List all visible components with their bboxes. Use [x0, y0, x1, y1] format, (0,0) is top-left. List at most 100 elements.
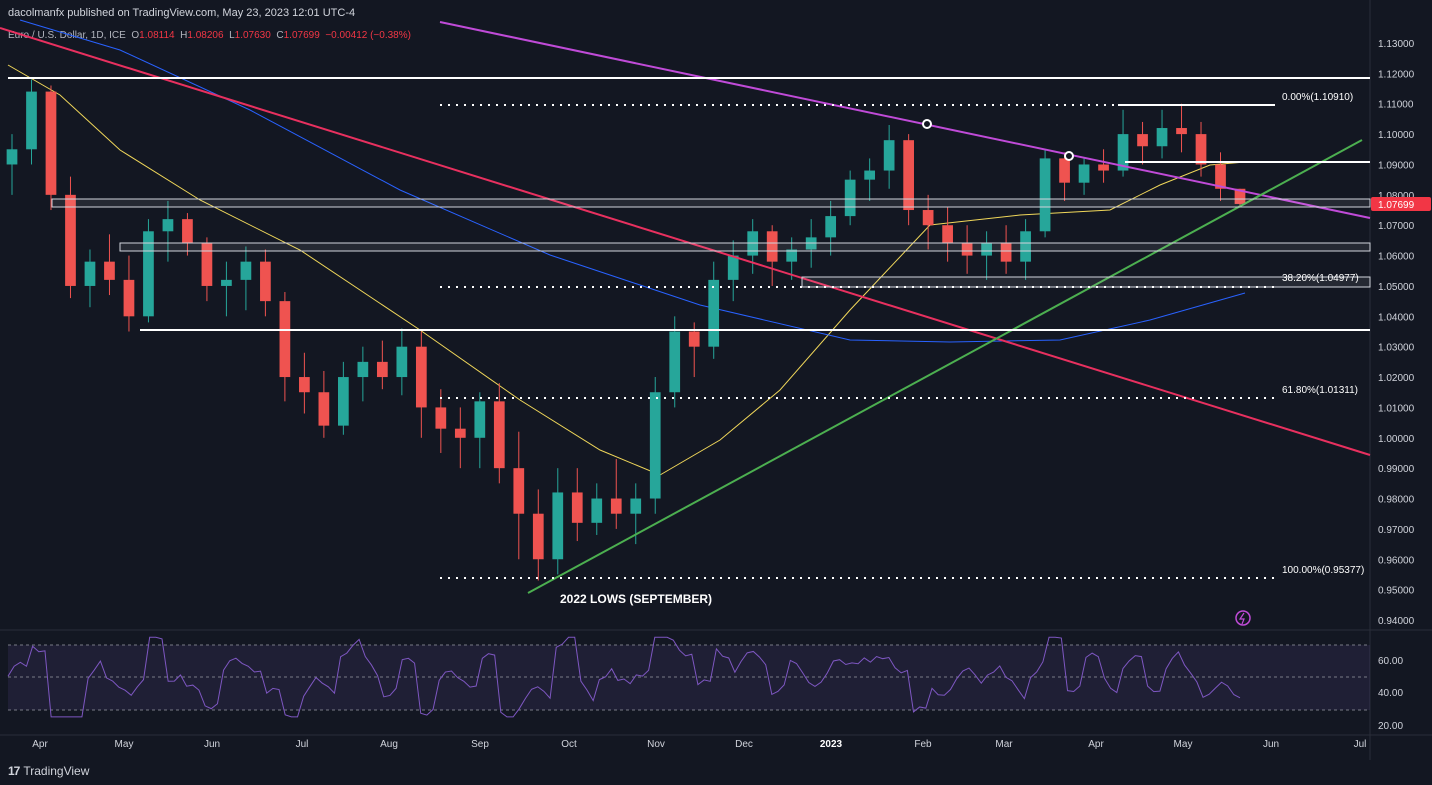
time-tick-label: Jun	[1263, 739, 1279, 750]
green-trendline	[527, 139, 1363, 594]
time-tick-label: Jul	[1354, 739, 1367, 750]
candle-body	[532, 513, 544, 560]
candle-body	[415, 346, 427, 408]
candle-body	[1137, 134, 1148, 147]
price-tick-label: 1.09000	[1378, 160, 1415, 171]
swing-high-marker	[1064, 151, 1074, 161]
candle-body	[376, 361, 388, 378]
candle-body	[357, 361, 369, 378]
price-tick-label: 0.99000	[1378, 464, 1415, 475]
time-tick-label: Jun	[204, 739, 220, 750]
candle-body	[786, 249, 798, 262]
price-tick-label: 1.04000	[1378, 312, 1415, 323]
last-price-badge	[1371, 196, 1431, 211]
change-value: −0.00412 (−0.38%)	[325, 30, 411, 41]
tradingview-logo[interactable]: 17 TradingView	[8, 764, 89, 778]
time-tick-label: Feb	[914, 739, 932, 750]
candle-body	[766, 231, 778, 262]
candle-body	[1117, 134, 1129, 171]
high-value: 1.08206	[187, 30, 224, 41]
lightning-icon	[1235, 610, 1251, 626]
price-tick-label: 1.02000	[1378, 373, 1415, 384]
time-axis[interactable]: Apr May Jun Jul Aug Sep Oct Nov Dec 2023 Feb Mar Apr…	[32, 739, 1366, 750]
close-value: 1.07699	[283, 30, 320, 41]
last-price-label: 1.07699	[1378, 200, 1415, 211]
price-tick-label: 1.05000	[1378, 282, 1415, 293]
open-label: O	[131, 30, 140, 41]
candle-body	[883, 140, 895, 171]
candle-body	[688, 331, 700, 347]
lightning-bolt-icon	[1238, 612, 1245, 625]
time-tick-label: Oct	[561, 739, 577, 750]
candle-body	[6, 149, 18, 165]
candle-body	[45, 91, 57, 195]
sma-200-line	[19, 19, 1246, 343]
price-tick-label: 1.10000	[1378, 130, 1415, 141]
candle-body	[65, 194, 76, 286]
low-value: 1.07630	[234, 30, 271, 41]
price-tick-label: 1.08000	[1378, 191, 1415, 202]
low-label: L	[229, 30, 235, 41]
price-tick-label: 0.95000	[1378, 586, 1415, 597]
time-tick-label: Mar	[995, 739, 1013, 750]
time-tick-label: Apr	[1088, 739, 1104, 750]
publisher-line: dacolmanfx published on TradingView.com,…	[8, 7, 356, 19]
candle-body	[299, 377, 310, 393]
candle-body	[1078, 164, 1090, 183]
candle-body	[318, 392, 330, 426]
annotation-label: 2022 LOWS (SEPTEMBER)	[560, 592, 712, 606]
fib-level-label: 0.00%(1.10910)	[1282, 92, 1353, 103]
candle-body	[961, 243, 973, 256]
candle-body	[630, 498, 642, 514]
tradingview-brand: TradingView	[23, 764, 90, 778]
red-trendline	[0, 27, 1371, 456]
candle-body	[1020, 231, 1031, 262]
time-tick-label: Apr	[32, 739, 48, 750]
candle-body	[942, 225, 953, 244]
close-label: C	[276, 30, 284, 41]
ohlc-legend: Euro / U.S. Dollar, 1D, ICE O1.08114 H1.…	[8, 30, 411, 41]
time-tick-label: 2023	[820, 739, 843, 750]
fib-level-label: 61.80%(1.01311)	[1282, 385, 1358, 396]
candle-body	[1098, 164, 1109, 171]
candle-body	[338, 377, 349, 426]
candle-body	[221, 279, 232, 286]
symbol-name: Euro / U.S. Dollar, 1D, ICE	[8, 30, 126, 41]
sma-50-line	[7, 64, 1246, 476]
candle-body	[123, 279, 135, 317]
candle-body	[201, 243, 213, 286]
candle-body	[260, 261, 271, 302]
candle-body	[182, 219, 193, 244]
time-tick-label: Nov	[647, 739, 665, 750]
candle-body	[1176, 128, 1187, 135]
price-tick-label: 1.00000	[1378, 434, 1415, 445]
time-tick-label: Aug	[380, 739, 398, 750]
time-tick-label: Sep	[471, 739, 489, 750]
candle-body	[1039, 158, 1051, 232]
candle-body	[649, 392, 661, 499]
swing-high-marker	[922, 119, 932, 129]
rsi-line	[7, 636, 1241, 718]
rsi-tick-label: 20.00	[1378, 721, 1403, 732]
time-tick-label: May	[115, 739, 134, 750]
candle-body	[1059, 158, 1070, 183]
candle-body	[669, 331, 681, 393]
magenta-trendline	[439, 21, 1371, 219]
fib-level-label: 100.00%(0.95377)	[1282, 565, 1364, 576]
price-tick-label: 0.94000	[1378, 616, 1415, 627]
price-axis[interactable]: 1.13000 1.12000 1.11000 1.10000 1.09000 1.080…	[1371, 39, 1431, 627]
candle-body	[104, 261, 115, 280]
candles	[6, 79, 1246, 581]
candle-body	[84, 261, 96, 286]
candle-body	[825, 216, 837, 238]
price-tick-label: 1.07000	[1378, 221, 1415, 232]
moving-averages	[7, 19, 1246, 476]
support-zone	[119, 242, 1371, 252]
price-tick-label: 0.96000	[1378, 555, 1415, 566]
candle-body	[903, 140, 914, 211]
drawings: 0.00%(1.10910) 38.20%(1.04977) 61.80%(1.01…	[0, 21, 1371, 626]
time-tick-label: Jul	[296, 739, 309, 750]
candle-body	[1234, 188, 1246, 204]
candle-body	[708, 279, 720, 347]
